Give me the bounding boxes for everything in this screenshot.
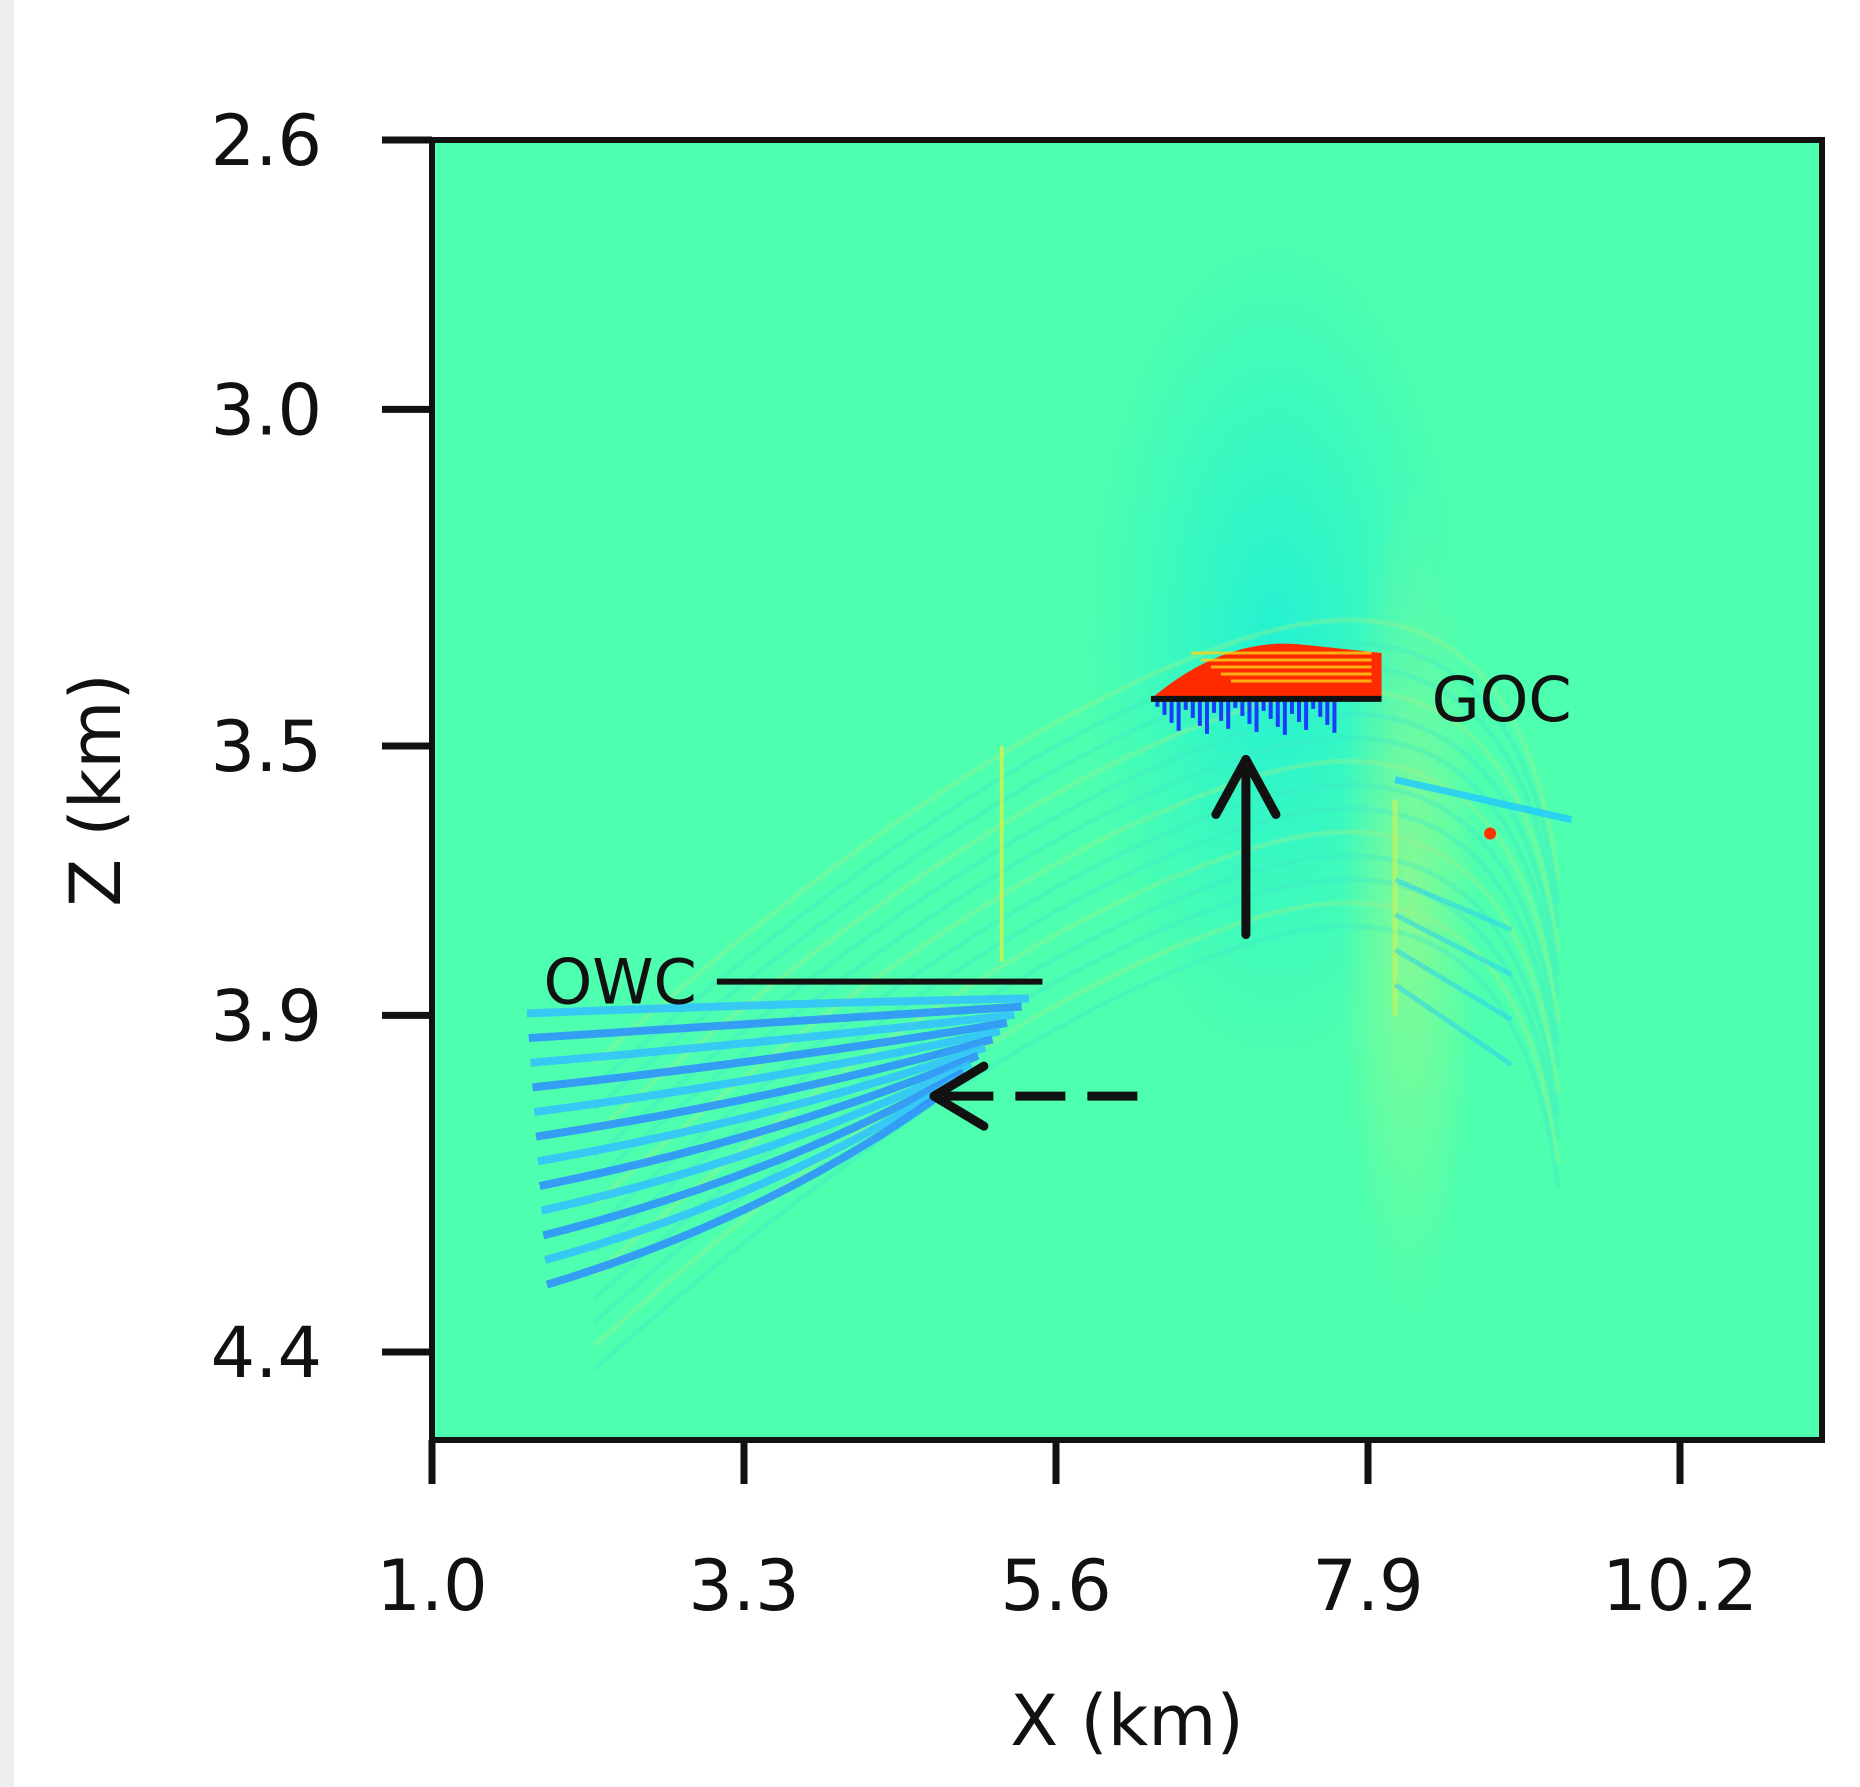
y-tick-label: 4.4	[211, 1312, 322, 1394]
layer-streak	[593, 853, 1561, 1301]
anomaly-flank-spot	[1484, 827, 1497, 840]
y-tick-label: 3.9	[211, 975, 322, 1057]
anomaly-patches	[526, 643, 1573, 1289]
layer-streak	[593, 900, 1561, 1348]
anomaly-owc-streak	[545, 1085, 952, 1289]
y-tick-label: 2.6	[211, 100, 322, 182]
x-tick-label: 5.6	[1000, 1545, 1111, 1627]
layer-streak	[593, 688, 1561, 1136]
arrow-left-head	[929, 1061, 989, 1131]
anomaly-flank-glow	[1340, 480, 1480, 1320]
y-axis: 2.6 3.0 3.5 3.9 4.4	[211, 100, 432, 1394]
x-tick-label: 10.2	[1602, 1545, 1758, 1627]
anomaly-flank-streak	[1394, 776, 1573, 824]
y-tick-label: 3.0	[211, 369, 322, 451]
anomaly-gas-cap	[1150, 643, 1382, 699]
anomaly-owc-streak	[538, 1051, 980, 1190]
x-axis: 1.0 3.3 5.6 7.9 10.2	[376, 1440, 1758, 1627]
x-axis-title: X (km)	[1010, 1680, 1244, 1762]
layer-streak	[593, 758, 1561, 1206]
x-tick-label: 3.3	[688, 1545, 799, 1627]
anomaly-owc-streak	[535, 1035, 994, 1141]
x-tick-label: 7.9	[1312, 1545, 1423, 1627]
layer-streak	[593, 805, 1561, 1253]
y-axis-title: Z (km)	[55, 673, 137, 907]
anomaly-owc-streak	[537, 1043, 987, 1166]
arrow-up-head	[1211, 754, 1281, 819]
annotations: GOC OWC	[543, 663, 1572, 1131]
layer-streak	[593, 923, 1561, 1371]
anomaly-flank-streak	[1393, 947, 1513, 1022]
page-edge-shadow	[0, 0, 14, 1787]
owc-label: OWC	[543, 946, 696, 1019]
anomaly-owc-streak	[540, 1060, 973, 1215]
anomaly-owc-streak	[544, 1076, 959, 1264]
layer-streak	[593, 617, 1561, 1065]
y-tick-label: 3.5	[211, 706, 322, 788]
anomaly-flank-streak	[1393, 912, 1513, 977]
anomaly-flank-streak	[1394, 877, 1513, 932]
anomaly-owc-streak	[530, 1010, 1015, 1067]
anomaly-flank-streak	[1393, 982, 1513, 1067]
goc-label: GOC	[1432, 663, 1572, 736]
anomaly-owc-streak	[531, 1019, 1008, 1092]
anomaly-owc-streak	[526, 994, 1029, 1018]
heatmap	[432, 140, 1822, 1440]
anomaly-owc-streak	[533, 1027, 1001, 1117]
plot-frame	[429, 137, 1825, 1443]
anomaly-owc-streak	[528, 1002, 1022, 1043]
anomaly-owc-streak	[542, 1068, 966, 1240]
x-tick-label: 1.0	[376, 1545, 487, 1627]
